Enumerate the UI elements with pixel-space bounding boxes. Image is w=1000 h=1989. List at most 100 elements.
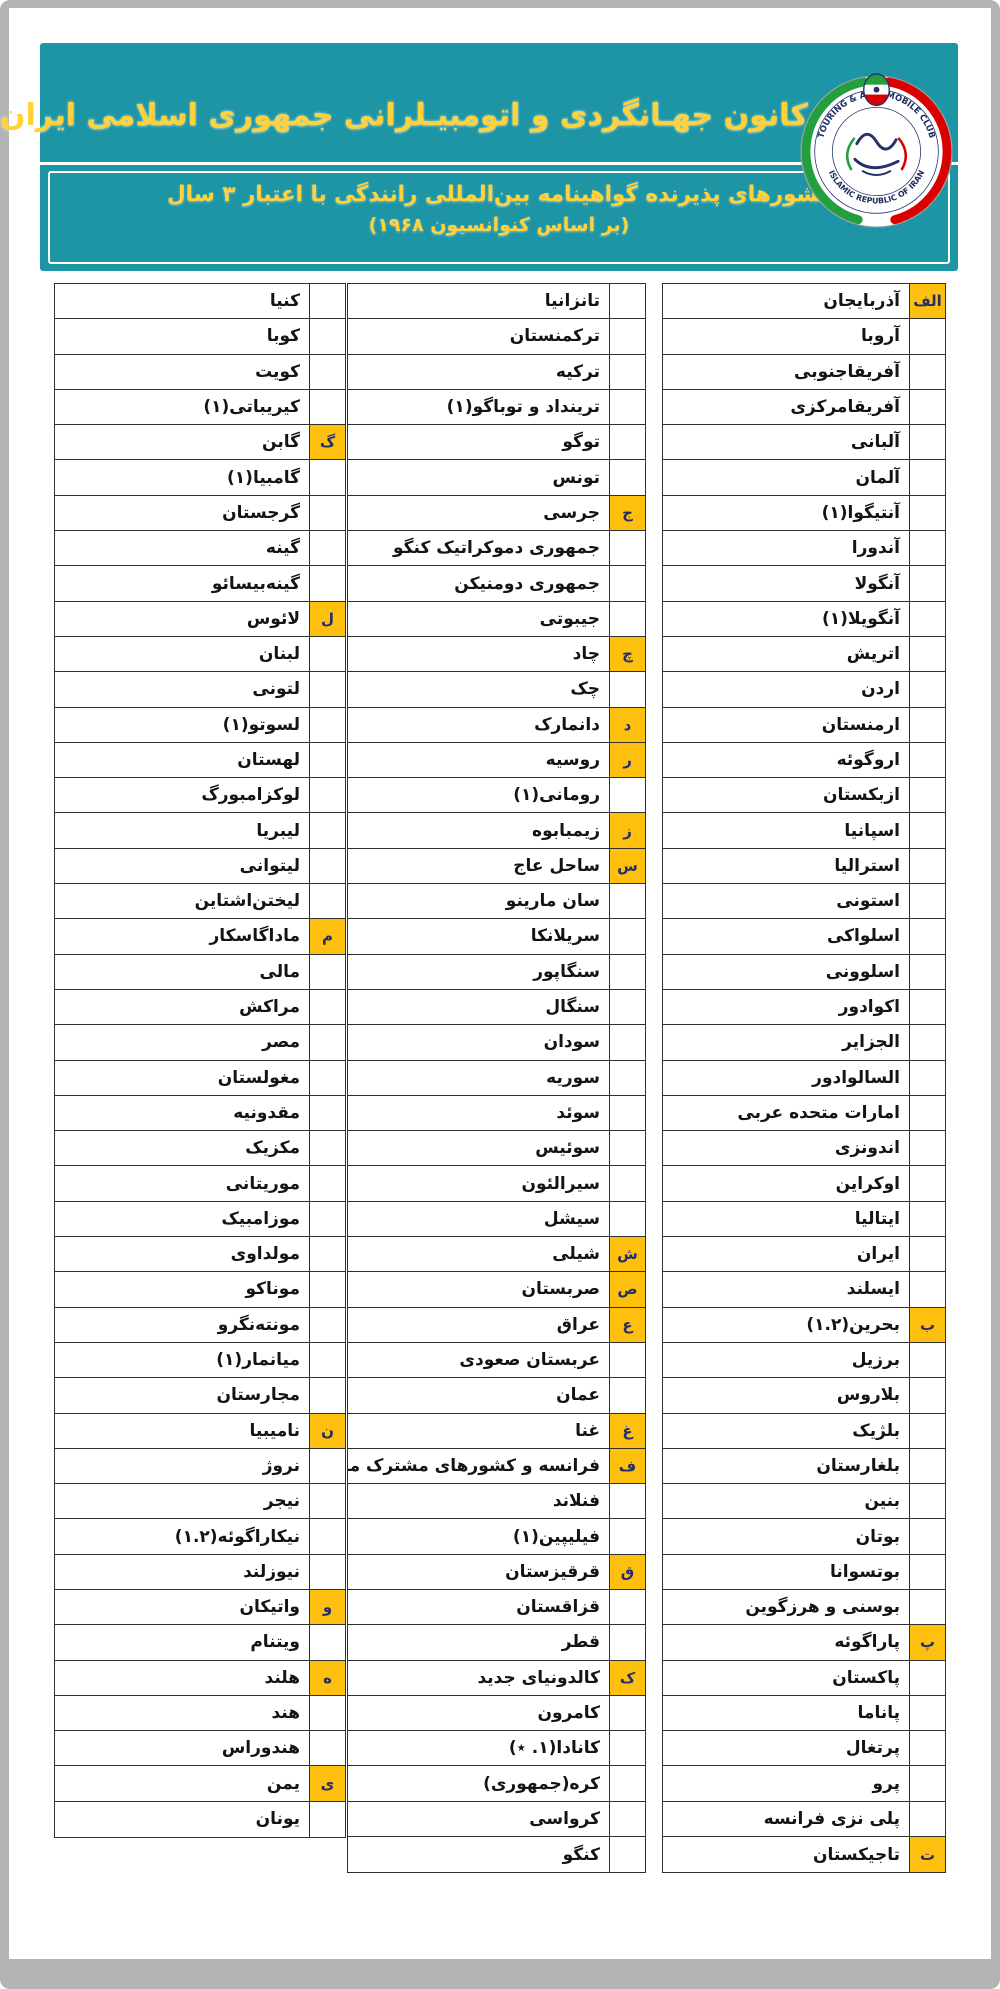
subtitle-box: کشورهای پذیرنده گواهینامه بین‌المللی ران…	[48, 171, 950, 264]
table-row: الف آذربایجان	[663, 284, 945, 320]
table-row: مغولستان	[55, 1060, 345, 1096]
section-letter-badge	[909, 813, 945, 848]
section-letter-badge	[309, 1625, 345, 1660]
table-row: یونان	[55, 1801, 345, 1838]
table-row: آفریقامرکزی	[663, 389, 945, 426]
section-letter-badge	[309, 284, 345, 319]
table-row: سوئد	[348, 1095, 645, 1132]
section-letter-badge	[909, 460, 945, 495]
country-name: تونس	[552, 467, 600, 488]
country-name: آروبا	[861, 326, 900, 347]
table-row: کویت	[55, 354, 345, 390]
country-name: گرجستان	[222, 502, 300, 523]
section-letter-badge: ز	[609, 813, 645, 848]
country-name: ماداگاسکار	[209, 926, 300, 947]
country-name: آنگویلا(۱)	[822, 608, 900, 629]
country-name: آنتیگوا(۱)	[821, 502, 900, 523]
country-name: لائوس	[246, 608, 300, 629]
section-letter-badge: الف	[909, 284, 945, 319]
country-name: اکوادور	[838, 997, 900, 1018]
section-letter-badge	[309, 354, 345, 389]
section-letter-badge	[909, 319, 945, 354]
table-row: لسوتو(۱)	[55, 707, 345, 743]
table-row: بلغارستان	[663, 1448, 945, 1485]
country-name: فنلاند	[552, 1491, 600, 1512]
country-name: مولداوی	[230, 1244, 300, 1265]
country-name: سیشل	[543, 1208, 600, 1229]
section-letter-badge	[309, 1131, 345, 1166]
country-name: چک	[570, 679, 600, 700]
table-row: جمهوری دموکراتیک کنگو	[348, 531, 645, 567]
section-letter-badge	[909, 354, 945, 389]
table-row: رومانی(۱)	[348, 778, 645, 814]
section-letter-badge	[309, 636, 345, 672]
table-row: بلاروس	[663, 1378, 945, 1414]
section-letter-badge	[909, 1272, 945, 1307]
section-letter-badge	[909, 636, 945, 672]
country-name: السالوادور	[812, 1067, 900, 1088]
country-name: لتونی	[252, 679, 300, 700]
section-letter-badge: چ	[609, 636, 645, 672]
section-letter-badge: ت	[909, 1837, 945, 1873]
country-name: تانزانیا	[544, 291, 600, 312]
header-divider	[40, 162, 958, 165]
table-row: سیرالئون	[348, 1166, 645, 1202]
table-row: آنگویلا(۱)	[663, 601, 945, 637]
table-row: اروگوئه	[663, 742, 945, 779]
country-name: روسیه	[545, 750, 600, 770]
country-name: استرالیا	[834, 855, 900, 876]
country-name: موزامبیک	[221, 1208, 300, 1229]
table-row: سوریه	[348, 1060, 645, 1096]
section-letter-badge	[909, 1589, 945, 1625]
country-name: بلغارستان	[816, 1455, 900, 1476]
country-name: هندوراس	[221, 1738, 300, 1759]
country-name: کالدونیای جدید	[477, 1667, 600, 1688]
country-name: پرتغال	[845, 1738, 900, 1759]
country-name: آفریقامرکزی	[790, 397, 900, 418]
section-letter-badge	[609, 284, 645, 319]
table-row: چ چاد	[348, 636, 645, 673]
section-letter-badge: ش	[609, 1237, 645, 1272]
table-row: پ پاراگوئه	[663, 1625, 945, 1661]
country-name: کوبا	[266, 326, 300, 347]
country-name: جمهوری دموکراتیک کنگو	[392, 538, 600, 559]
country-name: فیلیپین(۱)	[512, 1526, 600, 1547]
country-name: شیلی	[552, 1244, 600, 1265]
country-name: آنگولا	[854, 573, 900, 594]
section-letter-badge	[909, 566, 945, 601]
section-letter-badge	[909, 1554, 945, 1589]
table-row: استونی	[663, 884, 945, 920]
country-name: سان مارینو	[505, 891, 600, 912]
country-name: لهستان	[237, 750, 300, 770]
country-name: اسلواکی	[826, 926, 900, 947]
section-letter-badge	[609, 1519, 645, 1554]
country-name: یونان	[255, 1809, 300, 1830]
section-letter-badge	[309, 1166, 345, 1201]
table-row: ویتنام	[55, 1625, 345, 1661]
table-row: اندونزی	[663, 1131, 945, 1167]
section-letter-badge	[309, 495, 345, 531]
section-letter-badge	[609, 425, 645, 460]
country-name: آلمان	[855, 467, 900, 488]
country-name: سوریه	[546, 1067, 600, 1088]
section-letter-badge	[309, 1342, 345, 1378]
section-letter-badge: ج	[609, 495, 645, 531]
country-name: ترکیه	[555, 361, 600, 382]
table-row: عمان	[348, 1378, 645, 1414]
country-name: کیریباتی(۱)	[203, 397, 300, 418]
table-row: پلی نزی فرانسه	[663, 1801, 945, 1838]
table-row: اسپانیا	[663, 813, 945, 849]
country-name: مغولستان	[217, 1067, 300, 1088]
country-name: هند	[271, 1703, 300, 1724]
section-letter-badge: ر	[609, 742, 645, 778]
table-row: سیشل	[348, 1201, 645, 1238]
table-row: ترینداد و توباگو(۱)	[348, 389, 645, 426]
table-row: جیبوتی	[348, 601, 645, 637]
country-name: تاجیکستان	[813, 1844, 900, 1865]
table-row: کنیا	[55, 284, 345, 320]
table-row: مولداوی	[55, 1237, 345, 1273]
country-name: بوتان	[855, 1526, 900, 1547]
section-letter-badge	[609, 460, 645, 495]
country-name: نیوزلند	[243, 1561, 300, 1582]
